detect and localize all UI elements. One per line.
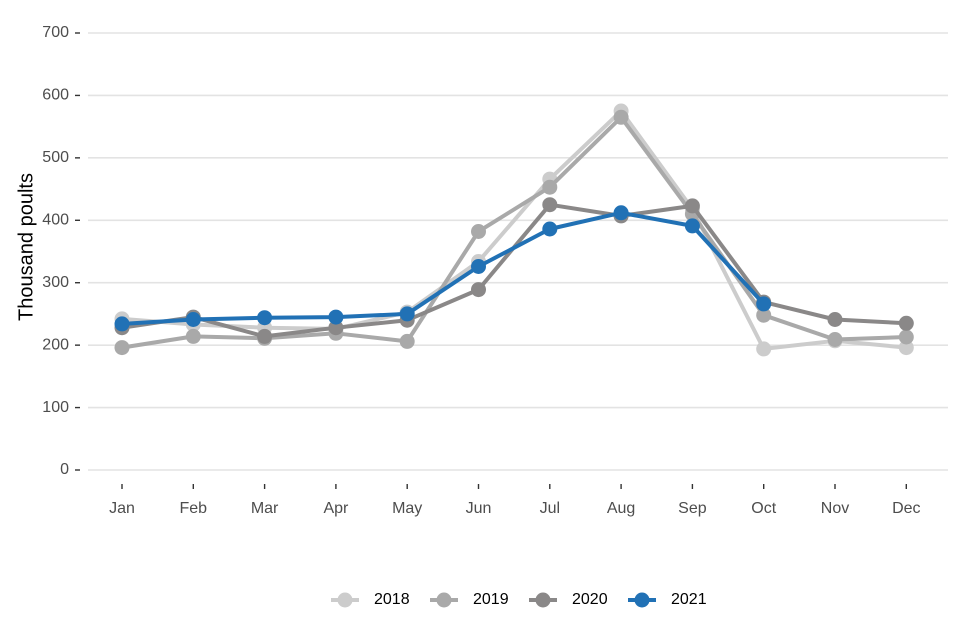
data-point xyxy=(328,309,344,325)
gridlines xyxy=(88,32,948,471)
y-tick-label: 600 xyxy=(42,87,69,104)
legend-key-point xyxy=(337,592,353,608)
legend-key-point xyxy=(634,592,650,608)
y-axis-title: Thousand poults xyxy=(15,173,37,321)
data-point xyxy=(114,340,130,356)
legend-key-point xyxy=(436,592,452,608)
data-point xyxy=(613,109,629,125)
legend-item-2018: 2018 xyxy=(331,591,410,608)
data-point xyxy=(756,341,772,357)
data-point xyxy=(471,259,486,274)
series-line-2021 xyxy=(120,210,766,326)
y-tick-label: 300 xyxy=(42,274,69,291)
y-tick-label: 100 xyxy=(42,399,69,416)
data-point xyxy=(898,329,914,345)
data-point xyxy=(257,310,273,326)
x-tick-label: Aug xyxy=(607,500,635,517)
data-point xyxy=(114,316,130,332)
y-tick-label: 200 xyxy=(42,336,69,353)
series-line-2018 xyxy=(120,109,909,351)
x-tick-label: Feb xyxy=(180,500,208,517)
data-point xyxy=(827,332,843,347)
series-line-2019 xyxy=(120,115,909,350)
legend-label: 2020 xyxy=(572,591,608,608)
y-tick-label: 400 xyxy=(42,212,69,229)
data-point xyxy=(898,315,914,331)
legend-item-2021: 2021 xyxy=(628,591,707,608)
data-point xyxy=(471,224,486,239)
x-tick-label: Sep xyxy=(678,500,707,517)
data-point xyxy=(328,320,344,336)
data-point xyxy=(471,282,486,298)
data-point xyxy=(542,221,558,237)
data-point xyxy=(827,312,843,327)
data-point xyxy=(399,333,415,349)
data-point xyxy=(756,307,772,323)
data-point xyxy=(185,312,201,327)
data-point xyxy=(684,218,700,234)
x-axis: Jan Feb Mar Apr May Jun Jul Aug Sep Oct Nov Dec xyxy=(109,484,921,517)
y-tick-label: 700 xyxy=(42,24,69,41)
legend-label: 2021 xyxy=(671,591,707,608)
data-point xyxy=(898,340,914,356)
y-tick-label: 500 xyxy=(42,149,69,166)
x-tick-label: Jun xyxy=(466,500,492,517)
x-tick-label: Mar xyxy=(251,500,279,517)
data-point xyxy=(756,296,772,312)
legend-key-point xyxy=(535,592,551,608)
x-tick-label: May xyxy=(392,500,422,517)
x-tick-label: Jul xyxy=(540,500,560,517)
data-point xyxy=(257,328,273,344)
series-2021 xyxy=(114,205,772,332)
x-tick-label: Apr xyxy=(323,500,349,517)
data-point xyxy=(185,328,201,344)
x-tick-label: Dec xyxy=(892,500,920,517)
legend-item-2020: 2020 xyxy=(529,591,608,608)
legend: 2018 2019 2020 2021 xyxy=(331,591,707,608)
data-point xyxy=(613,205,629,221)
x-tick-label: Nov xyxy=(821,500,849,517)
x-tick-label: Jan xyxy=(109,500,135,517)
legend-label: 2019 xyxy=(473,591,509,608)
data-point xyxy=(684,198,700,214)
y-tick-label: 0 xyxy=(60,461,69,478)
data-point xyxy=(542,197,558,213)
series-lines xyxy=(114,103,914,357)
data-point xyxy=(542,179,558,195)
legend-label: 2018 xyxy=(374,591,410,608)
data-point xyxy=(399,306,415,322)
y-axis: 0 100 200 300 400 500 600 700 xyxy=(42,24,80,478)
x-tick-label: Oct xyxy=(751,500,776,517)
legend-item-2019: 2019 xyxy=(430,591,509,608)
